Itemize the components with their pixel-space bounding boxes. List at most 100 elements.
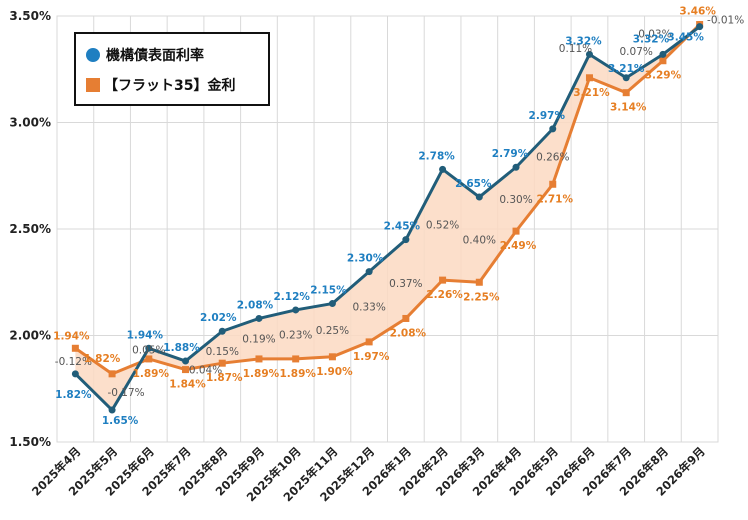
series-lines [71,21,704,414]
data-point-kikousai [549,125,557,133]
difference-label: 0.37% [389,278,422,290]
value-label-kikousai: 2.65% [455,178,492,190]
data-point-flat35 [549,180,557,188]
value-label-flat35: 1.94% [53,330,90,342]
series-line-kikousai [74,25,701,412]
value-label-kikousai: 1.94% [127,329,164,341]
value-labels: 1.82%1.65%1.94%1.88%2.02%2.08%2.12%2.15%… [53,6,716,428]
difference-label: 0.15% [206,346,239,358]
legend-label-kikousai: 機構債表面利率 [106,47,204,64]
value-label-kikousai: 2.02% [200,312,237,324]
y-tick-label: 2.00% [9,329,51,343]
legend-box [74,32,270,106]
value-label-flat35: 3.14% [610,102,647,114]
data-point-kikousai [439,165,447,173]
data-point-flat35 [622,89,630,97]
difference-label: 0.11% [559,43,592,55]
value-label-kikousai: 2.12% [273,291,310,303]
difference-label: 0.23% [279,329,312,341]
value-label-kikousai: 2.08% [237,299,274,311]
value-label-kikousai: 3.45% [667,32,704,44]
data-point-flat35 [255,355,263,363]
data-point-kikousai [475,193,483,201]
value-label-kikousai: 1.65% [102,415,139,427]
data-point-flat35 [328,353,336,361]
data-point-flat35 [402,314,410,322]
data-point-kikousai [585,50,593,58]
data-point-flat35 [659,57,667,65]
data-point-kikousai [512,163,520,171]
difference-label: 0.26% [536,152,569,164]
value-label-flat35: 2.08% [390,327,427,339]
difference-label: -0.01% [707,15,744,27]
difference-label: 0.03% [638,29,671,41]
value-label-flat35: 2.25% [463,291,500,303]
difference-label: 0.30% [499,194,532,206]
y-tick-label: 2.50% [9,222,51,236]
data-point-kikousai [622,74,630,82]
value-label-flat35: 2.71% [537,193,574,205]
value-label-kikousai: 2.78% [418,150,455,162]
difference-label: -0.12% [55,356,92,368]
data-point-flat35 [71,344,79,352]
value-label-flat35: 1.82% [84,353,121,365]
value-label-flat35: 1.89% [133,368,170,380]
plot-frame [56,15,719,443]
y-axis-ticks: 1.50% 2.00% 2.50% 3.00% 3.50% [9,9,51,449]
data-point-kikousai [659,50,667,58]
legend-marker-kikousai [86,48,100,62]
data-point-kikousai [182,357,190,365]
difference-labels: -0.12% -0.17% 0.05% 0.04% 0.15%0.19% 0.23% 0.2… [55,15,744,399]
data-point-flat35 [585,74,593,82]
data-point-kikousai [328,300,336,308]
value-label-flat35: 1.97% [353,351,390,363]
data-point-flat35 [512,227,520,235]
difference-label: 0.07% [620,46,653,58]
value-label-kikousai: 1.82% [55,389,92,401]
data-point-kikousai [255,314,263,322]
data-point-flat35 [108,370,116,378]
legend: 機構債表面利率 【フラット35】金利 [74,32,270,106]
difference-label: 0.52% [426,220,459,232]
data-point-kikousai [402,236,410,244]
value-label-kikousai: 2.30% [347,253,384,265]
value-label-kikousai: 3.32% [565,35,602,47]
value-label-kikousai: 2.79% [492,148,529,160]
data-point-flat35 [218,359,226,367]
x-axis-ticks: 2025年4月2025年5月2025年6月2025年7月2025年8月2025年… [29,444,708,504]
difference-label: 0.33% [352,302,385,314]
value-label-kikousai: 3.21% [608,63,645,75]
value-label-kikousai: 3.32% [633,33,670,45]
value-label-flat35: 3.21% [573,87,610,99]
data-point-flat35 [365,338,373,346]
value-label-kikousai: 2.45% [384,221,421,233]
data-point-kikousai [696,23,704,31]
value-label-flat35: 1.84% [169,379,206,391]
y-tick-label: 1.50% [9,435,51,449]
y-tick-label: 3.00% [9,116,51,130]
legend-label-flat35: 【フラット35】金利 [104,77,235,94]
value-label-flat35: 1.87% [206,372,243,384]
value-label-kikousai: 1.88% [163,342,200,354]
data-point-kikousai [71,370,79,378]
difference-label: 0.05% [132,345,165,357]
data-point-flat35 [182,366,190,374]
value-label-flat35: 3.46% [679,6,716,18]
data-point-flat35 [292,355,300,363]
value-label-flat35: 3.29% [645,70,682,82]
data-point-kikousai [292,306,300,314]
data-point-kikousai [218,327,226,335]
legend-marker-flat35 [86,78,100,92]
data-point-kikousai [365,268,373,276]
value-label-flat35: 1.89% [243,368,280,380]
value-label-flat35: 2.49% [500,240,537,252]
difference-label: 0.19% [242,334,275,346]
value-label-kikousai: 2.97% [529,110,566,122]
difference-label: 0.04% [189,364,222,376]
value-label-flat35: 2.26% [426,289,463,301]
difference-label: -0.17% [108,387,145,399]
data-point-kikousai [108,406,116,414]
y-tick-label: 3.50% [9,9,51,23]
data-point-flat35 [439,276,447,284]
value-label-kikousai: 2.15% [310,285,347,297]
